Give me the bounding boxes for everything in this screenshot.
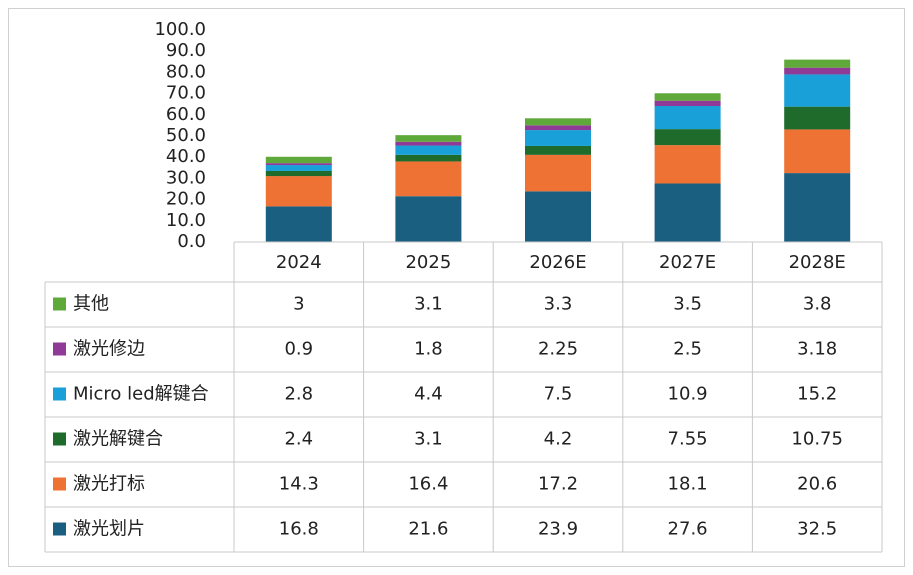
table-cell: 10.9	[668, 384, 708, 405]
bar-segment	[654, 145, 721, 184]
table-cell: 7.55	[668, 429, 708, 450]
legend-swatch	[53, 477, 66, 491]
y-tick-label: 80.0	[166, 61, 206, 82]
table-cell: 3.3	[544, 294, 573, 315]
legend-swatch	[53, 387, 66, 401]
table-cell: 17.2	[538, 474, 578, 495]
table-cell: 14.3	[279, 474, 319, 495]
bar-segment	[784, 67, 851, 75]
y-tick-label: 60.0	[166, 104, 206, 125]
y-tick-label: 50.0	[166, 125, 206, 146]
legend-label: Micro led解键合	[73, 384, 209, 405]
y-tick-label: 0.0	[177, 231, 206, 252]
bar-segment	[654, 93, 721, 101]
legend-swatch	[53, 297, 66, 311]
legend-label: 激光打标	[73, 474, 145, 495]
bar-segment	[525, 154, 591, 192]
bar-segment	[395, 141, 462, 146]
legend-label: 其他	[73, 294, 109, 315]
legend-label: 激光修边	[73, 339, 145, 360]
bar-segment	[654, 100, 721, 107]
legend-swatch	[53, 432, 66, 446]
table-cell: 0.9	[284, 339, 313, 360]
table-cell: 4.2	[544, 429, 573, 450]
bar-segment	[265, 176, 332, 207]
x-tick-label: 2024	[276, 252, 322, 273]
table-cell: 3.1	[414, 294, 443, 315]
legend-label: 激光划片	[73, 519, 145, 540]
bar-segment	[395, 154, 462, 162]
bar-segment	[265, 163, 332, 166]
y-tick-label: 10.0	[166, 210, 206, 231]
table-cell: 2.5	[673, 339, 702, 360]
legend-label: 激光解键合	[73, 429, 163, 450]
table-cell: 16.4	[408, 474, 448, 495]
bar-segment	[784, 173, 851, 242]
bar-segment	[395, 145, 462, 155]
bar-segment	[525, 125, 591, 131]
bar-segment	[654, 106, 721, 130]
y-tick-label: 90.0	[166, 40, 206, 61]
table-cell: 15.2	[797, 384, 837, 405]
bar-segment	[395, 135, 462, 142]
bar-segment	[525, 130, 591, 146]
bar-segment	[784, 59, 851, 68]
x-tick-label: 2027E	[659, 252, 716, 273]
table-cell: 1.8	[414, 339, 443, 360]
table-cell: 2.8	[284, 384, 313, 405]
y-tick-label: 40.0	[166, 146, 206, 167]
table-cell: 2.4	[284, 429, 313, 450]
table-cell: 3.5	[673, 294, 702, 315]
x-tick-label: 2028E	[789, 252, 846, 273]
bar-segment	[654, 129, 721, 146]
x-tick-label: 2026E	[529, 252, 586, 273]
table-cell: 2.25	[538, 339, 578, 360]
bar-segment	[265, 165, 332, 171]
y-tick-label: 100.0	[154, 19, 206, 40]
table-cell: 10.75	[791, 429, 843, 450]
table-cell: 32.5	[797, 519, 837, 540]
table-cell: 3.1	[414, 429, 443, 450]
legend-swatch	[53, 342, 66, 356]
bar-segment	[784, 129, 851, 174]
table-cell: 21.6	[408, 519, 448, 540]
bar-segment	[784, 74, 851, 107]
bar-segment	[395, 161, 462, 197]
table-cell: 3	[293, 294, 304, 315]
bar-segment	[654, 183, 721, 242]
legend-swatch	[53, 522, 66, 536]
bar-segment	[525, 145, 591, 155]
table-cell: 4.4	[414, 384, 443, 405]
table-cell: 3.8	[803, 294, 832, 315]
bar-segment	[265, 170, 332, 177]
y-tick-label: 20.0	[166, 189, 206, 210]
bar-segment	[265, 156, 332, 164]
table-cell: 20.6	[797, 474, 837, 495]
table-cell: 7.5	[544, 384, 573, 405]
y-tick-label: 70.0	[166, 83, 206, 104]
bar-segment	[525, 118, 591, 126]
bar-segment	[265, 206, 332, 242]
bar-segment	[784, 106, 851, 130]
table-cell: 27.6	[668, 519, 708, 540]
bar-segment	[525, 191, 591, 242]
y-tick-label: 30.0	[166, 167, 206, 188]
table-cell: 18.1	[668, 474, 708, 495]
table-cell: 3.18	[797, 339, 837, 360]
table-cell: 16.8	[279, 519, 319, 540]
bar-segment	[395, 196, 462, 242]
x-tick-label: 2025	[405, 252, 451, 273]
table-cell: 23.9	[538, 519, 578, 540]
frame	[8, 8, 905, 567]
